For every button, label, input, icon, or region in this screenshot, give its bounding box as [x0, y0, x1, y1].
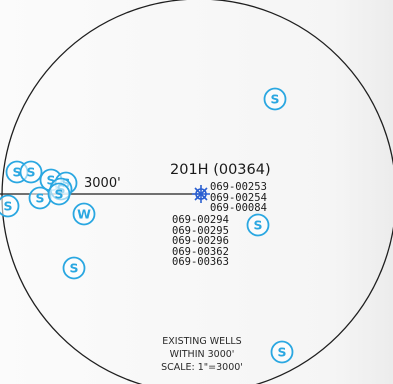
well-id-list-below: 069-00294 069-00295 069-00296 069-00362 … [172, 215, 229, 268]
legend-line: EXISTING WELLS [162, 336, 242, 347]
existing-well-symbol: S [270, 340, 294, 364]
existing-well-symbol: S [28, 186, 52, 210]
map-legend: EXISTING WELLS WITHIN 3000' SCALE: 1"=30… [132, 335, 272, 374]
svg-text:S: S [253, 218, 262, 233]
svg-text:S: S [26, 165, 35, 180]
existing-well-symbol: S [62, 256, 86, 280]
well-id: 069-00363 [172, 256, 229, 269]
existing-well-symbol: S [19, 160, 43, 184]
radius-label: 3000' [84, 176, 121, 191]
well-id: 069-00362 [172, 245, 229, 258]
svg-text:S: S [54, 187, 63, 202]
svg-text:S: S [277, 345, 286, 360]
well-201h-marker [192, 185, 210, 203]
existing-well-symbol: S [0, 194, 20, 218]
existing-well-symbol: S [263, 87, 287, 111]
svg-text:S: S [3, 199, 12, 214]
well-id: 069-00294 [172, 214, 229, 226]
well-id: 069-00254 [210, 191, 267, 204]
well-id: 069-00295 [172, 224, 229, 237]
existing-well-symbol: S [47, 182, 71, 206]
svg-text:S: S [35, 191, 44, 206]
well-title: 201H (00364) [170, 162, 271, 178]
existing-wells-layer: SSSSSSSSSWSSS [0, 87, 294, 364]
svg-text:W: W [77, 207, 91, 222]
svg-text:S: S [270, 92, 279, 107]
water-well-symbol: W [72, 202, 96, 226]
legend-line: WITHIN 3000' [169, 349, 235, 360]
svg-text:S: S [46, 173, 55, 188]
well-id-list-right: 069-00253 069-00254 069-00084 [210, 182, 267, 214]
well-id: 069-00253 [210, 181, 267, 193]
well-id: 069-00296 [172, 235, 229, 248]
well-id: 069-00084 [210, 202, 267, 215]
legend-scale: SCALE: 1"=3000' [161, 362, 243, 373]
existing-well-symbol: S [246, 213, 270, 237]
svg-text:S: S [12, 165, 21, 180]
svg-text:S: S [69, 261, 78, 276]
